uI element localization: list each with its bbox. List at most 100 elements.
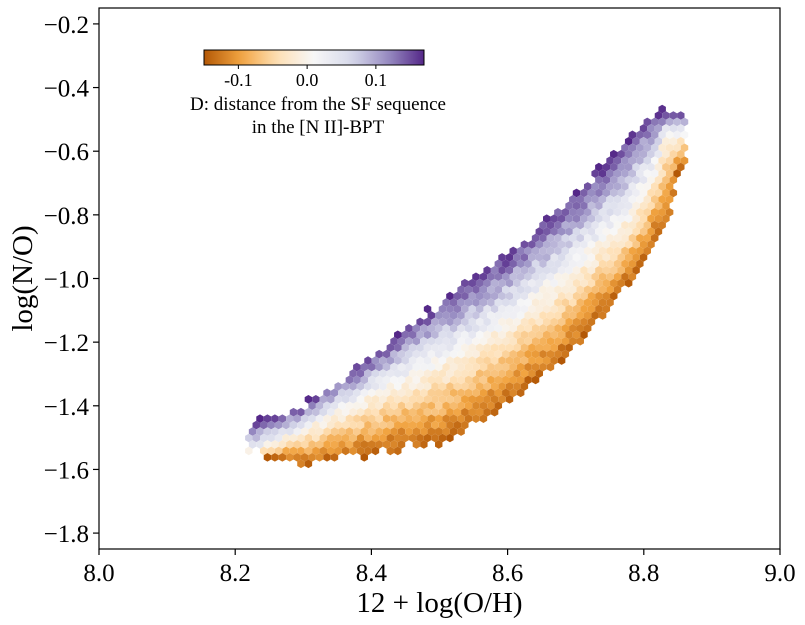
hexbin-cell <box>289 446 298 456</box>
hexbin-cell <box>353 401 361 411</box>
hexbin-cell <box>490 382 499 391</box>
hexbin-cell <box>543 343 551 352</box>
hexbin-cell <box>580 253 588 262</box>
hexbin-cell <box>412 349 421 359</box>
hexbin-cell <box>300 427 309 436</box>
hexbin-cell <box>457 311 465 320</box>
hexbin-cell <box>505 356 514 365</box>
y-tick-label: −1.2 <box>44 330 89 357</box>
hexbin-cell <box>431 317 439 327</box>
hexbin-cell <box>513 291 521 301</box>
hexbin-cell <box>408 433 417 443</box>
hexbin-cell <box>498 356 506 365</box>
hexbin-cell <box>595 227 603 236</box>
hexbin-cell <box>554 311 562 320</box>
hexbin-cell <box>531 324 540 333</box>
hexbin-cell <box>345 401 354 411</box>
hexbin-cell <box>636 233 644 243</box>
hexbin-cell <box>483 369 491 378</box>
hexbin-cell <box>315 414 324 423</box>
hexbin-cell <box>598 169 607 178</box>
hexbin-cell <box>528 291 536 301</box>
hexbin-cell <box>505 266 514 275</box>
hexbin-cell <box>598 298 607 307</box>
hexbin-cell <box>673 143 681 153</box>
hexbin-cell <box>420 362 428 372</box>
hexbin-cell <box>569 246 577 256</box>
hexbin-cell <box>505 253 514 262</box>
hexbin-cell <box>639 240 648 249</box>
hexbin-cell <box>472 388 480 398</box>
hexbin-cell <box>613 207 622 217</box>
hexbin-cell <box>386 356 395 365</box>
hexbin-cell <box>602 278 611 288</box>
hexbin-cell <box>468 356 476 365</box>
hexbin-cell <box>598 259 607 269</box>
hexbin-cell <box>271 414 279 423</box>
hexbin-cell <box>371 407 380 417</box>
hexbin-cell <box>632 240 640 249</box>
hexbin-cell <box>502 311 510 320</box>
hexbin-cell <box>624 278 633 288</box>
hexbin-cell <box>405 324 413 333</box>
hexbin-cell <box>502 259 510 269</box>
hexbin-cell <box>572 266 581 275</box>
hexbin-cell <box>613 156 622 165</box>
hexbin-cell <box>628 207 637 217</box>
hexbin-cell <box>457 388 465 398</box>
hexbin-cell <box>651 195 659 204</box>
hexbin-cell <box>360 453 368 462</box>
hexbin-cell <box>390 349 398 359</box>
hexbin-cell <box>274 446 283 456</box>
hexbin-cell <box>297 446 305 456</box>
hexbin-cell <box>457 375 465 385</box>
hexbin-cell <box>487 272 495 282</box>
hexbin-cell <box>442 336 450 346</box>
hexbin-cell <box>658 104 666 114</box>
hexbin-cell <box>546 272 555 282</box>
hexbin-cell <box>665 130 674 140</box>
hexbin-cell <box>643 182 651 191</box>
hexbin-cell <box>628 259 637 269</box>
x-tick-label: 8.8 <box>628 560 659 587</box>
hexbin-cell <box>565 201 573 211</box>
hexbin-cell <box>580 214 588 223</box>
hexbin-cell <box>483 278 491 288</box>
hexbin-cell <box>431 395 439 404</box>
hexbin-cell <box>341 433 350 443</box>
hexbin-cell <box>408 356 417 365</box>
hexbin-cell <box>341 407 350 417</box>
hexbin-cell <box>494 285 503 294</box>
hexbin-cell <box>327 433 335 443</box>
hexbin-cell <box>412 440 421 449</box>
hexbin-cell <box>435 349 443 359</box>
hexbin-cell <box>330 388 339 398</box>
hexbin-cell <box>572 330 581 340</box>
hexbin-cell <box>580 266 588 275</box>
hexbin-cell <box>591 233 599 243</box>
hexbin-cell <box>643 156 651 165</box>
hexbin-cell <box>286 453 294 462</box>
hexbin-cell <box>617 227 625 236</box>
hexbin-cell <box>412 388 421 398</box>
hexbin-cell <box>550 278 558 288</box>
hexbin-cell <box>561 220 570 230</box>
hexbin-cell <box>624 188 633 198</box>
hexbin-cell <box>546 285 555 294</box>
hexbin-cell <box>390 440 398 449</box>
hexbin-cell <box>565 253 573 262</box>
hexbin-cell <box>427 414 436 423</box>
hexbin-cell <box>598 285 607 294</box>
hexbin-cell <box>572 304 581 314</box>
hexbin-cell <box>617 278 625 288</box>
hexbin-cell <box>338 401 346 411</box>
hexbin-cell <box>472 375 480 385</box>
hexbin-cell <box>647 175 655 185</box>
hexbin-cell <box>639 227 648 236</box>
hexbin-cell <box>665 195 674 204</box>
hexbin-cell <box>375 401 383 411</box>
hexbin-cell <box>654 188 663 198</box>
hexbin-cell <box>628 156 637 165</box>
hexbin-cell <box>561 259 570 269</box>
hexbin-cell <box>543 240 551 249</box>
